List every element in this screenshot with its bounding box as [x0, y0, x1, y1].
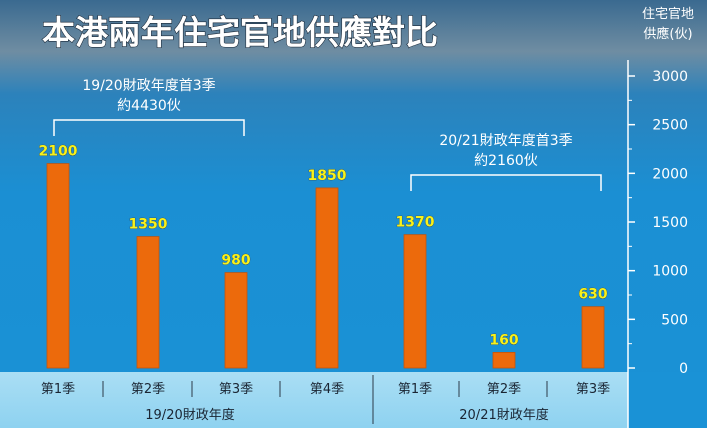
bar-4	[403, 234, 427, 369]
bar-0	[46, 163, 70, 369]
bar-1	[136, 236, 160, 369]
category-label-3: 第4季	[310, 382, 344, 397]
category-label-5: 第2季	[487, 382, 521, 397]
y-tick-label-0: 0	[679, 361, 688, 377]
annotation-bracket-1	[410, 174, 602, 191]
chart-title: 本港兩年住宅官地供應對比	[42, 13, 438, 52]
bar-3	[315, 187, 339, 369]
axis-band	[628, 372, 707, 428]
y-axis: 0 500 1000 1500 2000 2500 3000	[627, 60, 688, 428]
annotation-line1-0: 19/20財政年度首3季	[82, 78, 215, 94]
category-label-1: 第2季	[131, 382, 165, 397]
value-label-1: 1350	[129, 217, 168, 233]
x-axis: 第1季 第2季 第3季 第4季 第1季 第2季 第3季 19/20財政年度 20/21財政年度	[41, 375, 610, 424]
y-tick-label-5: 2500	[652, 118, 688, 134]
y-tick-label-3: 1500	[652, 215, 688, 231]
y-tick-label-2: 1000	[652, 264, 688, 280]
y-tick-label-1: 500	[661, 312, 688, 328]
value-label-2: 980	[221, 253, 250, 269]
value-label-5: 160	[489, 332, 518, 348]
value-label-6: 630	[578, 287, 607, 303]
category-label-4: 第1季	[398, 382, 432, 397]
y-axis-label-line1: 住宅官地	[642, 6, 694, 22]
value-label-4: 1370	[396, 215, 435, 231]
annotation-line2-1: 約2160伙	[474, 153, 538, 169]
bar-6	[581, 306, 605, 369]
category-band	[0, 372, 628, 428]
value-label-3: 1850	[308, 168, 347, 184]
y-tick-label-4: 2000	[652, 166, 688, 182]
annotation-line1-1: 20/21財政年度首3季	[439, 133, 572, 149]
category-label-6: 第3季	[576, 382, 610, 397]
bar-5	[492, 352, 516, 369]
bars: 2100 1350 980 1850 1370 160 630	[38, 143, 608, 369]
y-axis-label-line2: 供應(伙)	[643, 26, 692, 42]
category-label-0: 第1季	[41, 382, 75, 397]
category-label-2: 第3季	[219, 382, 253, 397]
annotation-line2-0: 約4430伙	[117, 98, 181, 114]
annotation-bracket-0	[53, 119, 245, 136]
group-label-1: 20/21財政年度	[459, 407, 548, 423]
bar-2	[224, 272, 248, 369]
value-label-0: 2100	[39, 144, 78, 160]
y-tick-label-6: 3000	[652, 69, 688, 85]
group-label-0: 19/20財政年度	[145, 407, 234, 423]
